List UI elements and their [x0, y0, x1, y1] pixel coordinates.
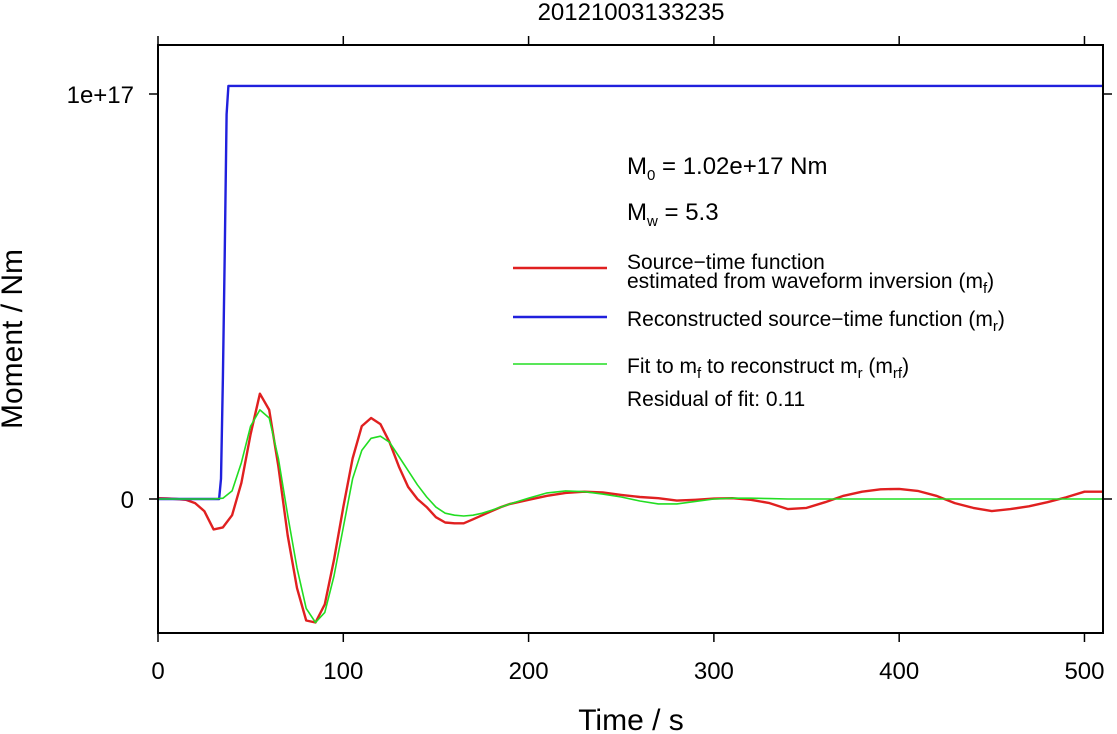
- x-axis-label: Time / s: [578, 704, 684, 734]
- x-tick-label: 200: [509, 658, 549, 685]
- axis-layer: 0 100 200 300 400 500 0 1e+17: [67, 36, 1112, 685]
- plot-frame: [157, 44, 1104, 634]
- series-line-1: [158, 84, 1103, 501]
- mw-annotation: Mw = 5.3: [627, 199, 719, 230]
- x-tick-label: 500: [1064, 658, 1104, 685]
- series-line-2: [158, 409, 1103, 624]
- x-tick-label: 300: [694, 658, 734, 685]
- legend-entry-reconstructed: Reconstructed source−time function (mr): [627, 308, 1005, 335]
- chart-title: 20121003133235: [538, 0, 725, 26]
- x-tick-label: 400: [879, 658, 919, 685]
- legend-entry-fit: Fit to mf to reconstruct mr (mrf): [627, 355, 909, 382]
- m0-annotation: M0 = 1.02e+17 Nm: [627, 153, 827, 184]
- y-tick-label: 0: [121, 487, 134, 514]
- residual-annotation: Residual of fit: 0.11: [627, 388, 805, 411]
- y-tick-label: 1e+17: [67, 82, 134, 109]
- legend-entry-source-time-function-line2: estimated from waveform inversion (mf): [627, 270, 994, 297]
- legend-entry-source-time-function-line1: Source−time function: [627, 251, 825, 274]
- series-line-0: [157, 392, 1103, 624]
- x-tick-label: 0: [151, 658, 164, 685]
- y-axis-label: Moment / Nm: [0, 249, 29, 429]
- legend: Source−time function estimated from wave…: [513, 251, 1005, 411]
- series-layer: [157, 84, 1103, 624]
- x-tick-label: 100: [323, 658, 363, 685]
